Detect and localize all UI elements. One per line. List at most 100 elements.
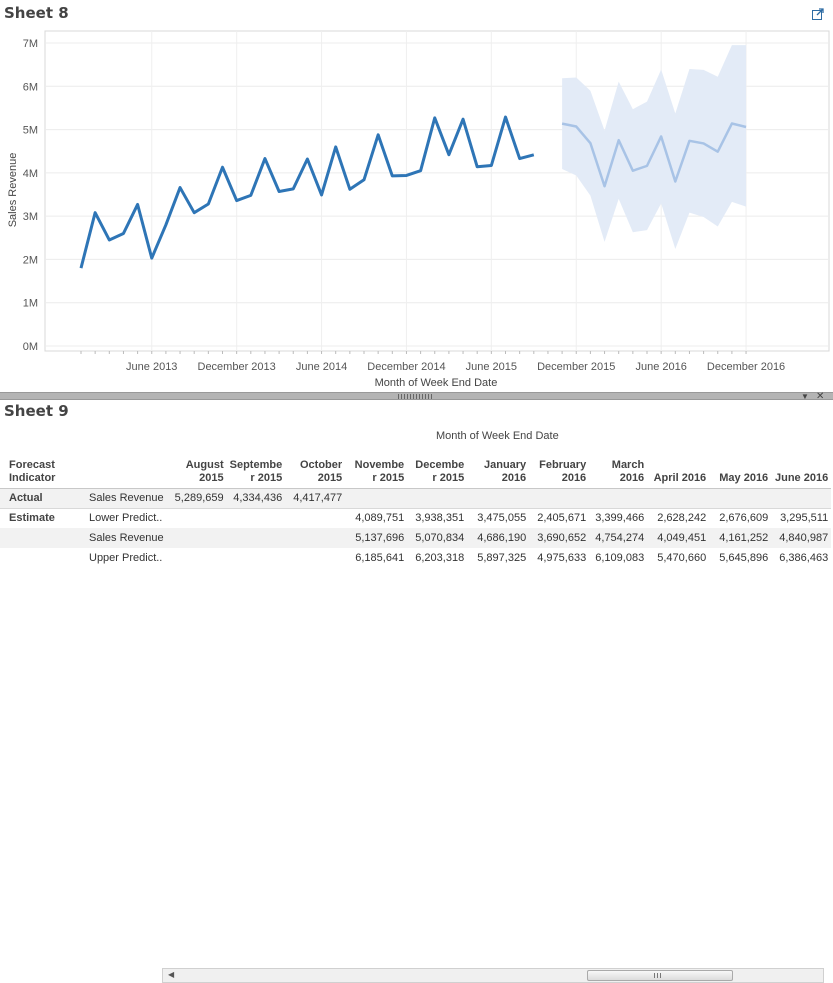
value-cell[interactable]: 4,089,751	[345, 507, 408, 528]
value-cell[interactable]	[285, 507, 346, 528]
value-cell[interactable]: 6,203,318	[415, 552, 465, 564]
value-cell[interactable]: 4,161,252	[709, 528, 772, 548]
x-tick-label: December 2013	[198, 361, 276, 373]
value-cell[interactable]: 5,470,660	[657, 552, 707, 564]
y-tick-label: 2M	[23, 254, 38, 266]
column-header[interactable]: Decembe r 2015	[407, 458, 468, 489]
value-cell[interactable]: 4,975,633	[537, 552, 587, 564]
value-cell[interactable]: 3,295,511	[771, 507, 832, 528]
column-header[interactable]: October 2015	[285, 458, 346, 489]
value-cell[interactable]: 5,645,896	[719, 552, 769, 564]
series-line-layer	[79, 115, 747, 269]
y-tick-label: 3M	[23, 211, 38, 223]
value-cell[interactable]	[529, 488, 590, 508]
value-cell[interactable]	[709, 488, 772, 508]
value-cell[interactable]: 2,676,609	[709, 507, 772, 528]
sales-revenue-chart[interactable]: 0M 1M 2M 3M 4M 5M 6M 7M June 2013 December 2013 Ju…	[0, 0, 833, 392]
value-cell[interactable]: 4,417,477	[285, 488, 346, 508]
value-cell[interactable]	[166, 528, 227, 548]
sheet-9-panel: Sheet 9 Month of Week End Date Forecast …	[0, 400, 833, 983]
y-tick-label: 4M	[23, 168, 38, 180]
value-cell[interactable]: 5,897,325	[477, 552, 527, 564]
table-row: Upper Predict.. 6,185,641 6,203,318 5,897,3…	[0, 548, 831, 568]
value-cell[interactable]	[167, 548, 227, 568]
close-icon[interactable]: ✕	[816, 391, 825, 402]
column-header[interactable]: February 2016	[529, 458, 590, 489]
column-header[interactable]: August 2015	[166, 458, 227, 489]
y-tick-label: 1M	[23, 298, 38, 310]
forecast-indicator-cell[interactable]	[0, 528, 86, 548]
collapse-arrow-icon[interactable]: ▼	[801, 392, 809, 401]
popout-icon[interactable]	[812, 8, 824, 20]
measure-name-cell[interactable]: Sales Revenue	[86, 488, 167, 508]
x-tick-label: June 2015	[466, 361, 517, 373]
value-cell[interactable]	[771, 488, 832, 508]
value-cell[interactable]: 3,399,466	[589, 507, 648, 528]
value-cell[interactable]	[589, 488, 648, 508]
value-cell[interactable]	[285, 528, 346, 548]
sheet-9-title: Sheet 9	[4, 402, 69, 420]
x-tick-label: December 2016	[707, 361, 785, 373]
scrollbar-thumb[interactable]	[587, 970, 733, 981]
measure-header	[86, 458, 167, 489]
column-header[interactable]: June 2016	[771, 458, 832, 489]
forecast-indicator-cell[interactable]	[0, 548, 86, 568]
value-cell[interactable]: 2,628,242	[647, 507, 710, 528]
value-cell[interactable]	[345, 488, 408, 508]
value-cell[interactable]: 6,386,463	[779, 552, 829, 564]
value-cell[interactable]	[226, 528, 286, 548]
value-cell[interactable]	[467, 488, 530, 508]
x-tick-label: December 2014	[367, 361, 445, 373]
sheet-8-title: Sheet 8	[4, 4, 69, 22]
column-header[interactable]: May 2016	[709, 458, 772, 489]
value-cell[interactable]	[226, 507, 286, 528]
value-cell[interactable]: 5,070,834	[407, 528, 468, 548]
value-cell[interactable]	[647, 488, 710, 508]
value-cell[interactable]: 4,840,987	[771, 528, 832, 548]
measure-name-cell[interactable]: Sales Revenue	[86, 528, 167, 548]
measure-name-cell[interactable]: Upper Predict..	[89, 552, 163, 564]
column-header[interactable]: Novembe r 2015	[345, 458, 408, 489]
value-cell[interactable]: 4,686,190	[467, 528, 530, 548]
value-cell[interactable]	[227, 548, 286, 568]
column-super-header: Month of Week End Date	[436, 430, 559, 442]
estimate-series-line[interactable]	[561, 122, 747, 188]
value-cell[interactable]	[166, 507, 227, 528]
table-row: Actual Sales Revenue 5,289,659 4,334,436 4,4…	[0, 488, 832, 508]
prediction-interval-band	[562, 45, 747, 250]
value-cell[interactable]: 6,109,083	[595, 552, 645, 564]
value-cell[interactable]	[407, 488, 468, 508]
value-cell[interactable]: 3,475,055	[467, 507, 530, 528]
column-header[interactable]: April 2016	[647, 458, 710, 489]
forecast-indicator-cell[interactable]: Actual	[0, 488, 86, 508]
column-header[interactable]: Septembe r 2015	[226, 458, 286, 489]
x-tick-label: June 2016	[635, 361, 686, 373]
measure-name-cell[interactable]: Lower Predict..	[86, 507, 167, 528]
value-cell[interactable]: 6,185,641	[355, 552, 405, 564]
horizontal-scrollbar[interactable]: ◀	[162, 968, 824, 983]
actual-series-line[interactable]	[79, 115, 535, 269]
divider-grip-icon[interactable]	[398, 394, 434, 399]
forecast-indicator-cell[interactable]: Estimate	[0, 507, 86, 528]
value-cell[interactable]: 4,334,436	[226, 488, 286, 508]
column-header[interactable]: January 2016	[467, 458, 530, 489]
x-axis-title: Month of Week End Date	[375, 377, 498, 389]
value-cell[interactable]: 4,754,274	[589, 528, 648, 548]
value-cell[interactable]: 4,049,451	[647, 528, 710, 548]
value-cell[interactable]: 5,137,696	[345, 528, 408, 548]
value-cell[interactable]: 2,405,671	[529, 507, 590, 528]
column-header[interactable]: March 2016	[589, 458, 648, 489]
forecast-indicator-header[interactable]: Forecast Indicator	[0, 458, 86, 489]
sheet-8-panel: Sheet 8 0M 1M 2M 3M 4M 5M 6M 7M June 2013 Decembe…	[0, 0, 833, 392]
value-cell[interactable]: 5,289,659	[166, 488, 227, 508]
thumb-grip-icon	[654, 973, 662, 978]
value-cell[interactable]: 3,938,351	[407, 507, 468, 528]
table-header-row: Forecast Indicator August 2015 Septembe …	[0, 458, 832, 489]
chart-axes: 0M 1M 2M 3M 4M 5M 6M 7M June 2013 December 2013 Ju…	[23, 38, 785, 373]
value-cell[interactable]	[285, 548, 345, 568]
pane-divider[interactable]: ▼ ✕	[0, 391, 833, 402]
scroll-left-icon[interactable]: ◀	[168, 970, 175, 979]
y-tick-label: 7M	[23, 38, 38, 50]
table-row: Sales Revenue 5,137,696 5,070,834 4,686,190…	[0, 528, 832, 548]
value-cell[interactable]: 3,690,652	[529, 528, 590, 548]
